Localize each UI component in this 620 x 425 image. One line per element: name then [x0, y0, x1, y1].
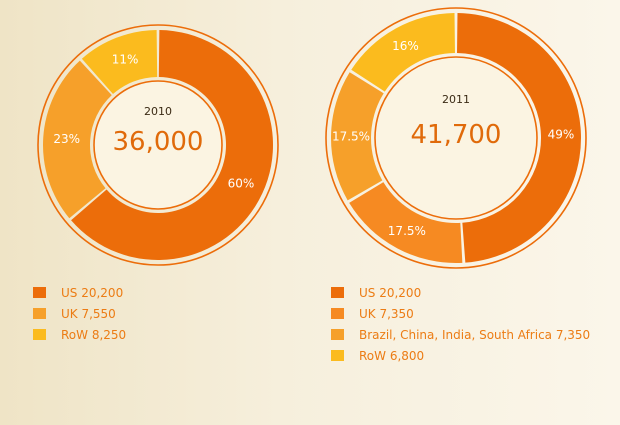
slice-label-1: 23%: [53, 132, 80, 146]
slice-label-2: 11%: [112, 53, 139, 67]
slice-label-1: 17.5%: [388, 224, 426, 238]
legend-label-0: US 20,200: [359, 286, 421, 300]
legend-swatch-1: [331, 308, 344, 319]
legend-label-2: Brazil, China, India, South Africa 7,350: [359, 328, 590, 342]
total-label: 36,000: [113, 127, 204, 157]
legend-swatch-2: [33, 329, 46, 340]
slice-label-0: 49%: [548, 128, 575, 142]
legend-label-2: RoW 8,250: [61, 328, 126, 342]
slice-label-3: 16%: [392, 39, 419, 53]
donut-chart-2010: 60% 23% 11% 2010 36,000 US 20,200 UK 7,550 RoW …: [33, 24, 279, 342]
legend-label-3: RoW 6,800: [359, 349, 424, 363]
legend-swatch-0: [331, 287, 344, 298]
slice-0: [457, 13, 582, 263]
slice-1: [42, 60, 112, 219]
legend-swatch-1: [33, 308, 46, 319]
donut-chart-2011: 49% 17.5% 17.5% 16% 2011 41,700 US 20,200 UK 7,…: [325, 7, 590, 363]
slice-3: [351, 13, 455, 92]
outer-ring: [37, 24, 279, 266]
inner-ring: [374, 56, 538, 220]
legend-swatch-2: [331, 329, 344, 340]
total-label: 41,700: [411, 120, 502, 150]
slice-0: [71, 30, 274, 260]
legend-swatch-0: [33, 287, 46, 298]
outer-ring: [325, 7, 587, 269]
year-label: 2010: [144, 105, 172, 118]
slice-label-2: 17.5%: [332, 129, 370, 143]
legend-swatch-3: [331, 350, 344, 361]
slice-2: [331, 72, 384, 201]
slice-1: [349, 182, 463, 263]
slice-2: [81, 30, 158, 95]
slice-label-0: 60%: [228, 177, 255, 191]
legend-label-0: US 20,200: [61, 286, 123, 300]
year-label: 2011: [442, 93, 470, 106]
legend-label-1: UK 7,350: [359, 307, 414, 321]
legend-label-1: UK 7,550: [61, 307, 116, 321]
inner-ring: [93, 80, 223, 210]
